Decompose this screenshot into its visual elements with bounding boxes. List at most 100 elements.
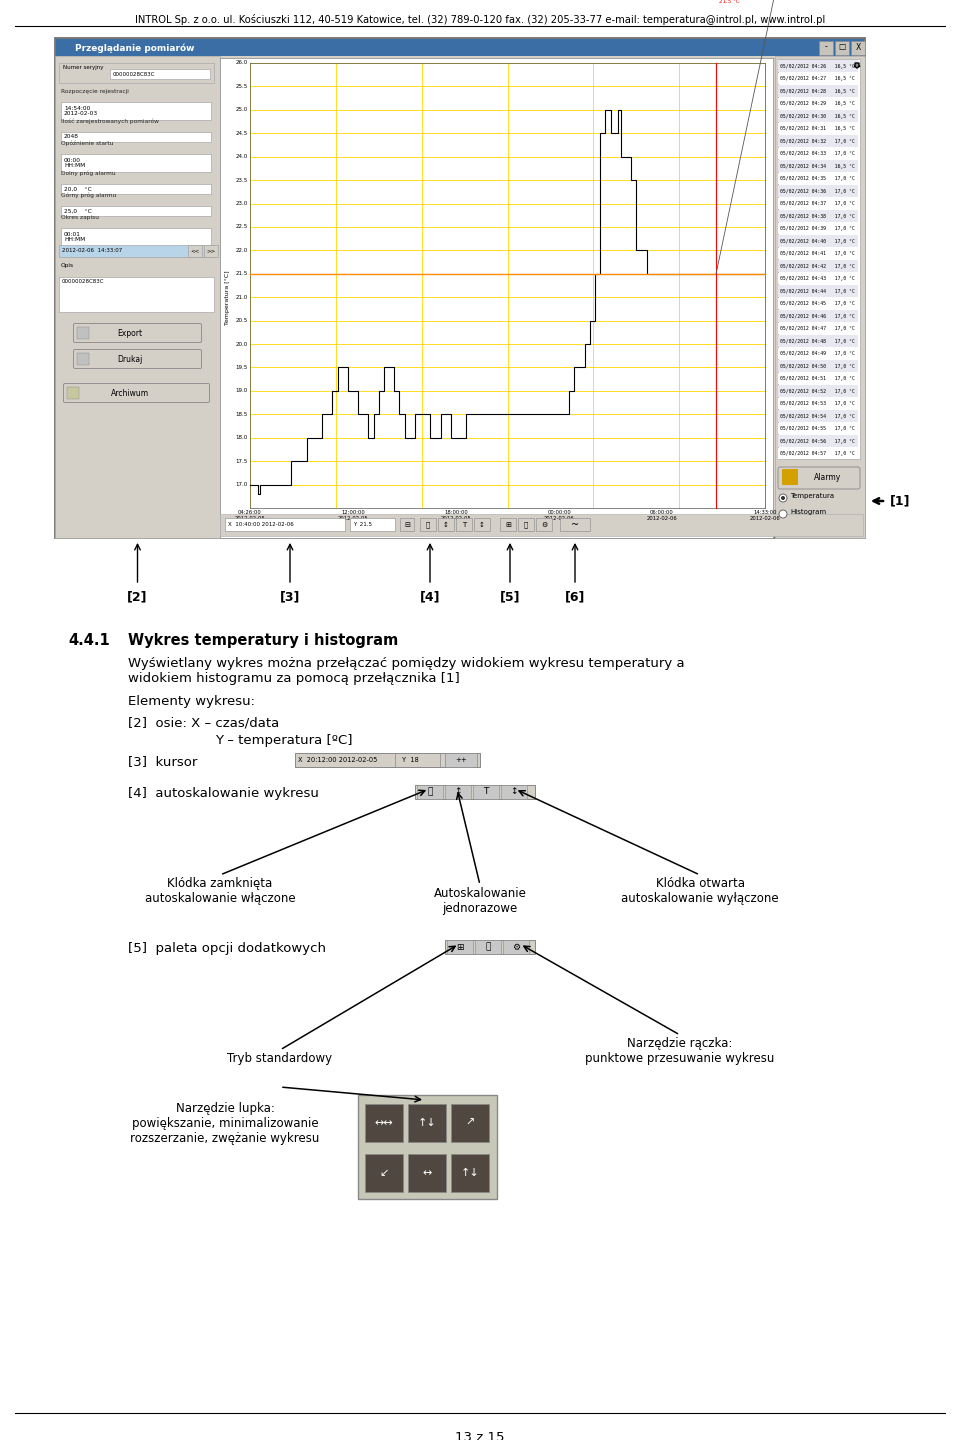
Text: Numer seryjny: Numer seryjny — [63, 65, 104, 71]
Text: Autoskalowanie
jednorazowe: Autoskalowanie jednorazowe — [434, 887, 526, 914]
Text: Y  21.5: Y 21.5 — [353, 523, 372, 527]
Text: ↕: ↕ — [479, 521, 485, 528]
Text: Opóźnienie startu: Opóźnienie startu — [61, 141, 113, 147]
Text: Opis: Opis — [61, 264, 74, 268]
Text: 14:33:00
2012-02-06: 14:33:00 2012-02-06 — [750, 510, 780, 521]
Text: 22.5: 22.5 — [236, 225, 248, 229]
Text: 25.5: 25.5 — [236, 84, 248, 89]
Bar — [501, 785, 527, 799]
Text: [1]: [1] — [890, 494, 910, 507]
Text: 19.5: 19.5 — [236, 364, 248, 370]
Text: 21.5: 21.5 — [236, 271, 248, 276]
Text: 05/02/2012 04:47   17,0 °C: 05/02/2012 04:47 17,0 °C — [780, 327, 854, 331]
Bar — [415, 785, 535, 799]
Text: X  20:12:00 2012-02-05: X 20:12:00 2012-02-05 — [298, 757, 377, 763]
Text: 00:00:00
2012-02-06: 00:00:00 2012-02-06 — [543, 510, 574, 521]
Text: 06:00:00
2012-02-06: 06:00:00 2012-02-06 — [647, 510, 678, 521]
Bar — [778, 373, 858, 384]
Text: ↔↔: ↔↔ — [374, 1117, 394, 1128]
Bar — [77, 327, 89, 338]
Text: 05/02/2012 04:30   16,5 °C: 05/02/2012 04:30 16,5 °C — [780, 114, 854, 118]
Text: ↑↓: ↑↓ — [461, 1168, 479, 1178]
Bar — [778, 223, 858, 233]
Text: T: T — [483, 788, 489, 796]
Circle shape — [779, 494, 787, 503]
Bar — [456, 518, 472, 531]
Text: Górny próg alarmu: Górny próg alarmu — [61, 193, 116, 199]
Bar — [560, 518, 590, 531]
Text: Archiwum: Archiwum — [111, 389, 149, 397]
Bar — [474, 518, 490, 531]
Text: 00:01
HH:MM: 00:01 HH:MM — [64, 232, 85, 242]
Text: 05/02/2012 04:51   17,0 °C: 05/02/2012 04:51 17,0 °C — [780, 376, 854, 382]
Text: Elementy wykresu:: Elementy wykresu: — [128, 696, 255, 708]
Text: 05/02/2012 04:32   17,0 °C: 05/02/2012 04:32 17,0 °C — [780, 138, 854, 144]
Text: Przeglądanie pomiarów: Przeglądanie pomiarów — [75, 43, 195, 53]
Text: Ilość zarejestrowanych pomiarów: Ilość zarejestrowanych pomiarów — [61, 120, 158, 124]
Text: 05/02/2012 04:36   17,0 °C: 05/02/2012 04:36 17,0 °C — [780, 189, 854, 194]
Bar — [295, 753, 480, 768]
Bar — [500, 518, 516, 531]
Text: ⚙: ⚙ — [512, 943, 520, 952]
Bar — [67, 387, 79, 399]
Bar — [55, 56, 220, 539]
Bar — [445, 753, 477, 768]
Text: 20,0    °C: 20,0 °C — [64, 187, 92, 192]
Bar — [400, 518, 414, 531]
Text: [4]: [4] — [420, 590, 441, 603]
Text: [2]: [2] — [128, 590, 148, 603]
Text: 🔒: 🔒 — [426, 521, 430, 528]
Bar — [778, 384, 858, 396]
Text: 20.5: 20.5 — [236, 318, 248, 323]
Text: 05/02/2012 04:44   17,0 °C: 05/02/2012 04:44 17,0 °C — [780, 289, 854, 294]
Bar — [778, 160, 858, 171]
FancyArrow shape — [854, 63, 860, 68]
Text: Histogram: Histogram — [790, 508, 827, 516]
Bar — [420, 518, 436, 531]
Text: ↕: ↕ — [454, 788, 462, 796]
Text: 05/02/2012 04:26   16,5 °C: 05/02/2012 04:26 16,5 °C — [780, 63, 854, 69]
Text: ~: ~ — [571, 520, 579, 530]
Text: X: X — [855, 43, 860, 52]
Bar — [778, 298, 858, 310]
Text: >>: >> — [206, 249, 216, 253]
Text: Rozpoczęcie rejestracji: Rozpoczęcie rejestracji — [61, 89, 129, 94]
Text: 05/02/2012 04:48   17,0 °C: 05/02/2012 04:48 17,0 °C — [780, 338, 854, 344]
Text: 22.0: 22.0 — [236, 248, 248, 253]
Text: 05/02/2012 04:46   17,0 °C: 05/02/2012 04:46 17,0 °C — [780, 314, 854, 318]
Text: 05/02/2012 04:28   16,5 °C: 05/02/2012 04:28 16,5 °C — [780, 89, 854, 94]
Text: 05/02/2012 04:57   17,0 °C: 05/02/2012 04:57 17,0 °C — [780, 451, 854, 456]
Text: Drukaj: Drukaj — [117, 354, 143, 363]
Text: Temperatura: Temperatura — [790, 492, 834, 500]
Bar — [503, 940, 529, 953]
Text: 05/02/2012 04:40   17,0 °C: 05/02/2012 04:40 17,0 °C — [780, 239, 854, 243]
Text: [5]: [5] — [500, 590, 520, 603]
Text: <<: << — [190, 249, 200, 253]
Text: 05/02/2012 04:37   17,0 °C: 05/02/2012 04:37 17,0 °C — [780, 202, 854, 206]
Text: 18.0: 18.0 — [236, 435, 248, 441]
Bar — [445, 785, 471, 799]
Text: 05/02/2012 04:38   17,0 °C: 05/02/2012 04:38 17,0 °C — [780, 213, 854, 219]
Bar — [778, 85, 858, 96]
Bar — [778, 285, 858, 297]
Bar — [778, 272, 858, 284]
Text: 05/02/2012 04:42   17,0 °C: 05/02/2012 04:42 17,0 °C — [780, 264, 854, 269]
Bar — [778, 336, 858, 347]
Bar — [778, 261, 858, 272]
Circle shape — [779, 510, 787, 518]
FancyBboxPatch shape — [63, 383, 209, 403]
FancyBboxPatch shape — [59, 63, 214, 84]
Bar — [851, 40, 865, 55]
Text: ⚙: ⚙ — [540, 521, 547, 528]
Bar — [61, 102, 211, 120]
FancyBboxPatch shape — [74, 350, 202, 369]
Bar — [55, 37, 865, 539]
Bar — [778, 109, 858, 121]
Bar — [451, 1153, 489, 1192]
Bar — [408, 1153, 446, 1192]
Bar — [77, 353, 89, 364]
Text: ↔: ↔ — [422, 1168, 432, 1178]
Text: 🔍: 🔍 — [524, 521, 528, 528]
Text: Export: Export — [117, 328, 143, 337]
Bar — [59, 276, 214, 312]
